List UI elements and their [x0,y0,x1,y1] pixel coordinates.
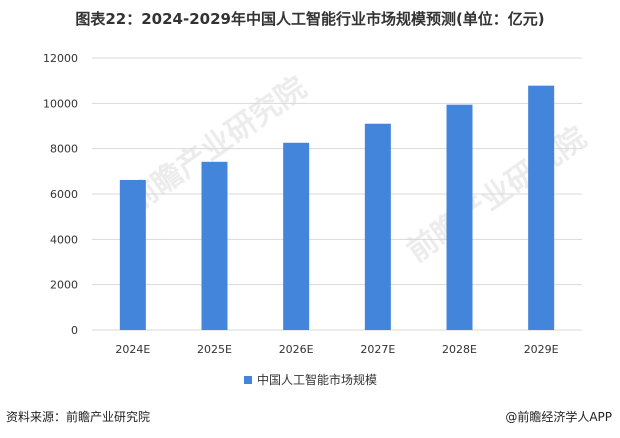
bar [528,85,555,330]
bar [201,161,228,330]
y-tick-label: 12000 [43,52,78,65]
y-tick-label: 6000 [50,188,78,201]
y-tick-label: 2000 [50,279,78,292]
x-tick-label: 2026E [279,343,314,356]
x-tick-label: 2024E [115,343,150,356]
legend-swatch [244,376,252,384]
bar [446,104,473,331]
x-tick-label: 2027E [360,343,395,356]
x-tick-label: 2028E [442,343,477,356]
x-tick-label: 2025E [197,343,232,356]
y-tick-label: 0 [71,324,78,337]
bar [283,142,310,330]
x-tick-label: 2029E [524,343,559,356]
y-tick-label: 8000 [50,143,78,156]
y-tick-label: 10000 [43,97,78,110]
brand-note: @前瞻经济学人APP [505,410,612,424]
y-tick-label: 4000 [50,233,78,246]
bar [364,123,391,330]
source-note: 资料来源：前瞻产业研究院 [6,410,151,424]
legend-label: 中国人工智能市场规模 [257,372,377,387]
bar [119,179,146,330]
chart-title: 图表22：2024-2029年中国人工智能行业市场规模预测(单位：亿元) [75,10,545,28]
